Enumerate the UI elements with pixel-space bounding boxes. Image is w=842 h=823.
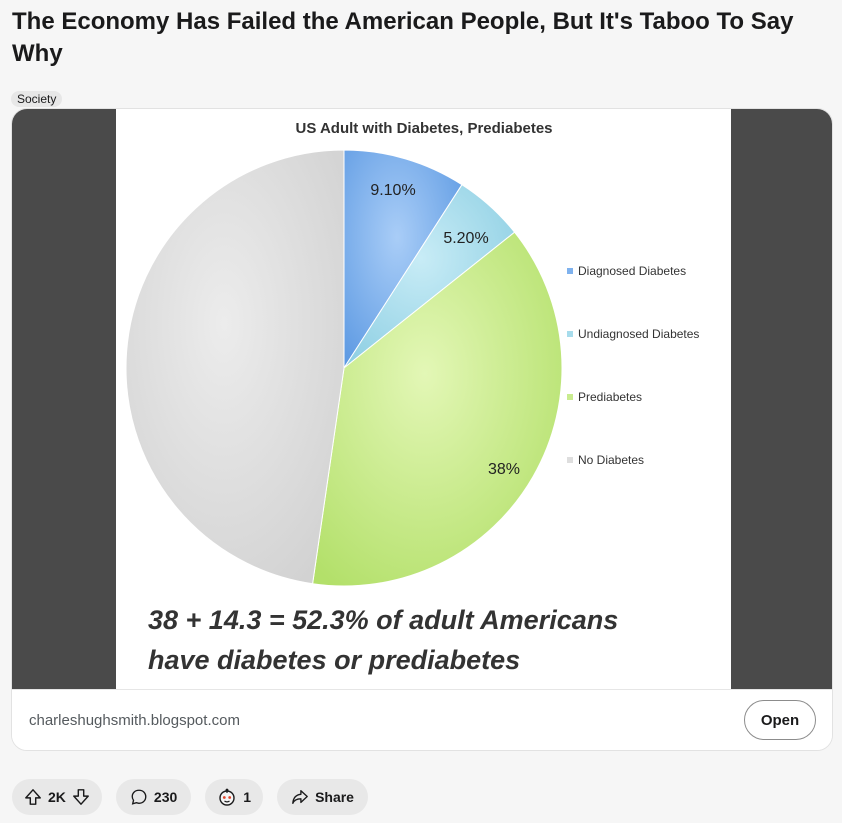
pie-chart: US Adult with Diabetes, Prediabetes 9.10… (125, 120, 699, 675)
post-flair[interactable]: Society (11, 91, 63, 107)
slice-label-prediabetes: 38% (488, 461, 520, 478)
share-label: Share (315, 789, 354, 805)
link-bar[interactable]: charleshughsmith.blogspot.com Open (12, 689, 832, 750)
share-icon (291, 788, 309, 806)
legend-swatch-diagnosed-diabetes (567, 268, 573, 274)
legend-label-diagnosed-diabetes: Diagnosed Diabetes (578, 264, 686, 278)
legend-swatch-undiagnosed-diabetes (567, 331, 573, 337)
post-card[interactable]: US Adult with Diabetes, Prediabetes 9.10… (11, 108, 833, 751)
open-link-button[interactable]: Open (744, 700, 816, 740)
pie-slice-prediabetes (312, 231, 563, 587)
post-title[interactable]: The Economy Has Failed the American Peop… (12, 8, 794, 67)
action-bar: 2K 230 1 Share (12, 779, 368, 815)
legend-swatch-prediabetes (567, 394, 573, 400)
legend-label-prediabetes: Prediabetes (578, 390, 642, 404)
legend-label-no-diabetes: No Diabetes (578, 453, 644, 467)
chart-image: US Adult with Diabetes, Prediabetes 9.10… (116, 109, 731, 689)
legend-swatch-no-diabetes (567, 457, 573, 463)
comment-icon (130, 788, 148, 806)
link-domain[interactable]: charleshughsmith.blogspot.com (29, 712, 240, 729)
comments-button[interactable]: 230 (115, 779, 192, 815)
award-count: 1 (243, 789, 252, 805)
upvote-icon[interactable] (24, 788, 42, 806)
chart-title: US Adult with Diabetes, Prediabetes (296, 120, 553, 137)
post-media[interactable]: US Adult with Diabetes, Prediabetes 9.10… (12, 109, 832, 689)
share-button[interactable]: Share (277, 779, 368, 815)
award-button[interactable]: 1 (205, 779, 264, 815)
downvote-icon[interactable] (72, 788, 90, 806)
legend-label-undiagnosed-diabetes: Undiagnosed Diabetes (578, 327, 699, 341)
vote-count: 2K (48, 789, 66, 805)
vote-pill: 2K (12, 779, 102, 815)
slice-label-diagnosed-diabetes: 9.10% (370, 182, 415, 199)
pie-slice-diagnosed-diabetes (343, 149, 463, 370)
caption-line-2: have diabetes or prediabetes (148, 645, 520, 675)
award-icon (217, 787, 237, 807)
slice-label-undiagnosed-diabetes: 5.20% (443, 230, 488, 247)
caption-line-1: 38 + 14.3 = 52.3% of adult Americans (148, 605, 618, 635)
pie-slice-no-diabetes (125, 149, 345, 585)
comment-count: 230 (153, 789, 178, 805)
